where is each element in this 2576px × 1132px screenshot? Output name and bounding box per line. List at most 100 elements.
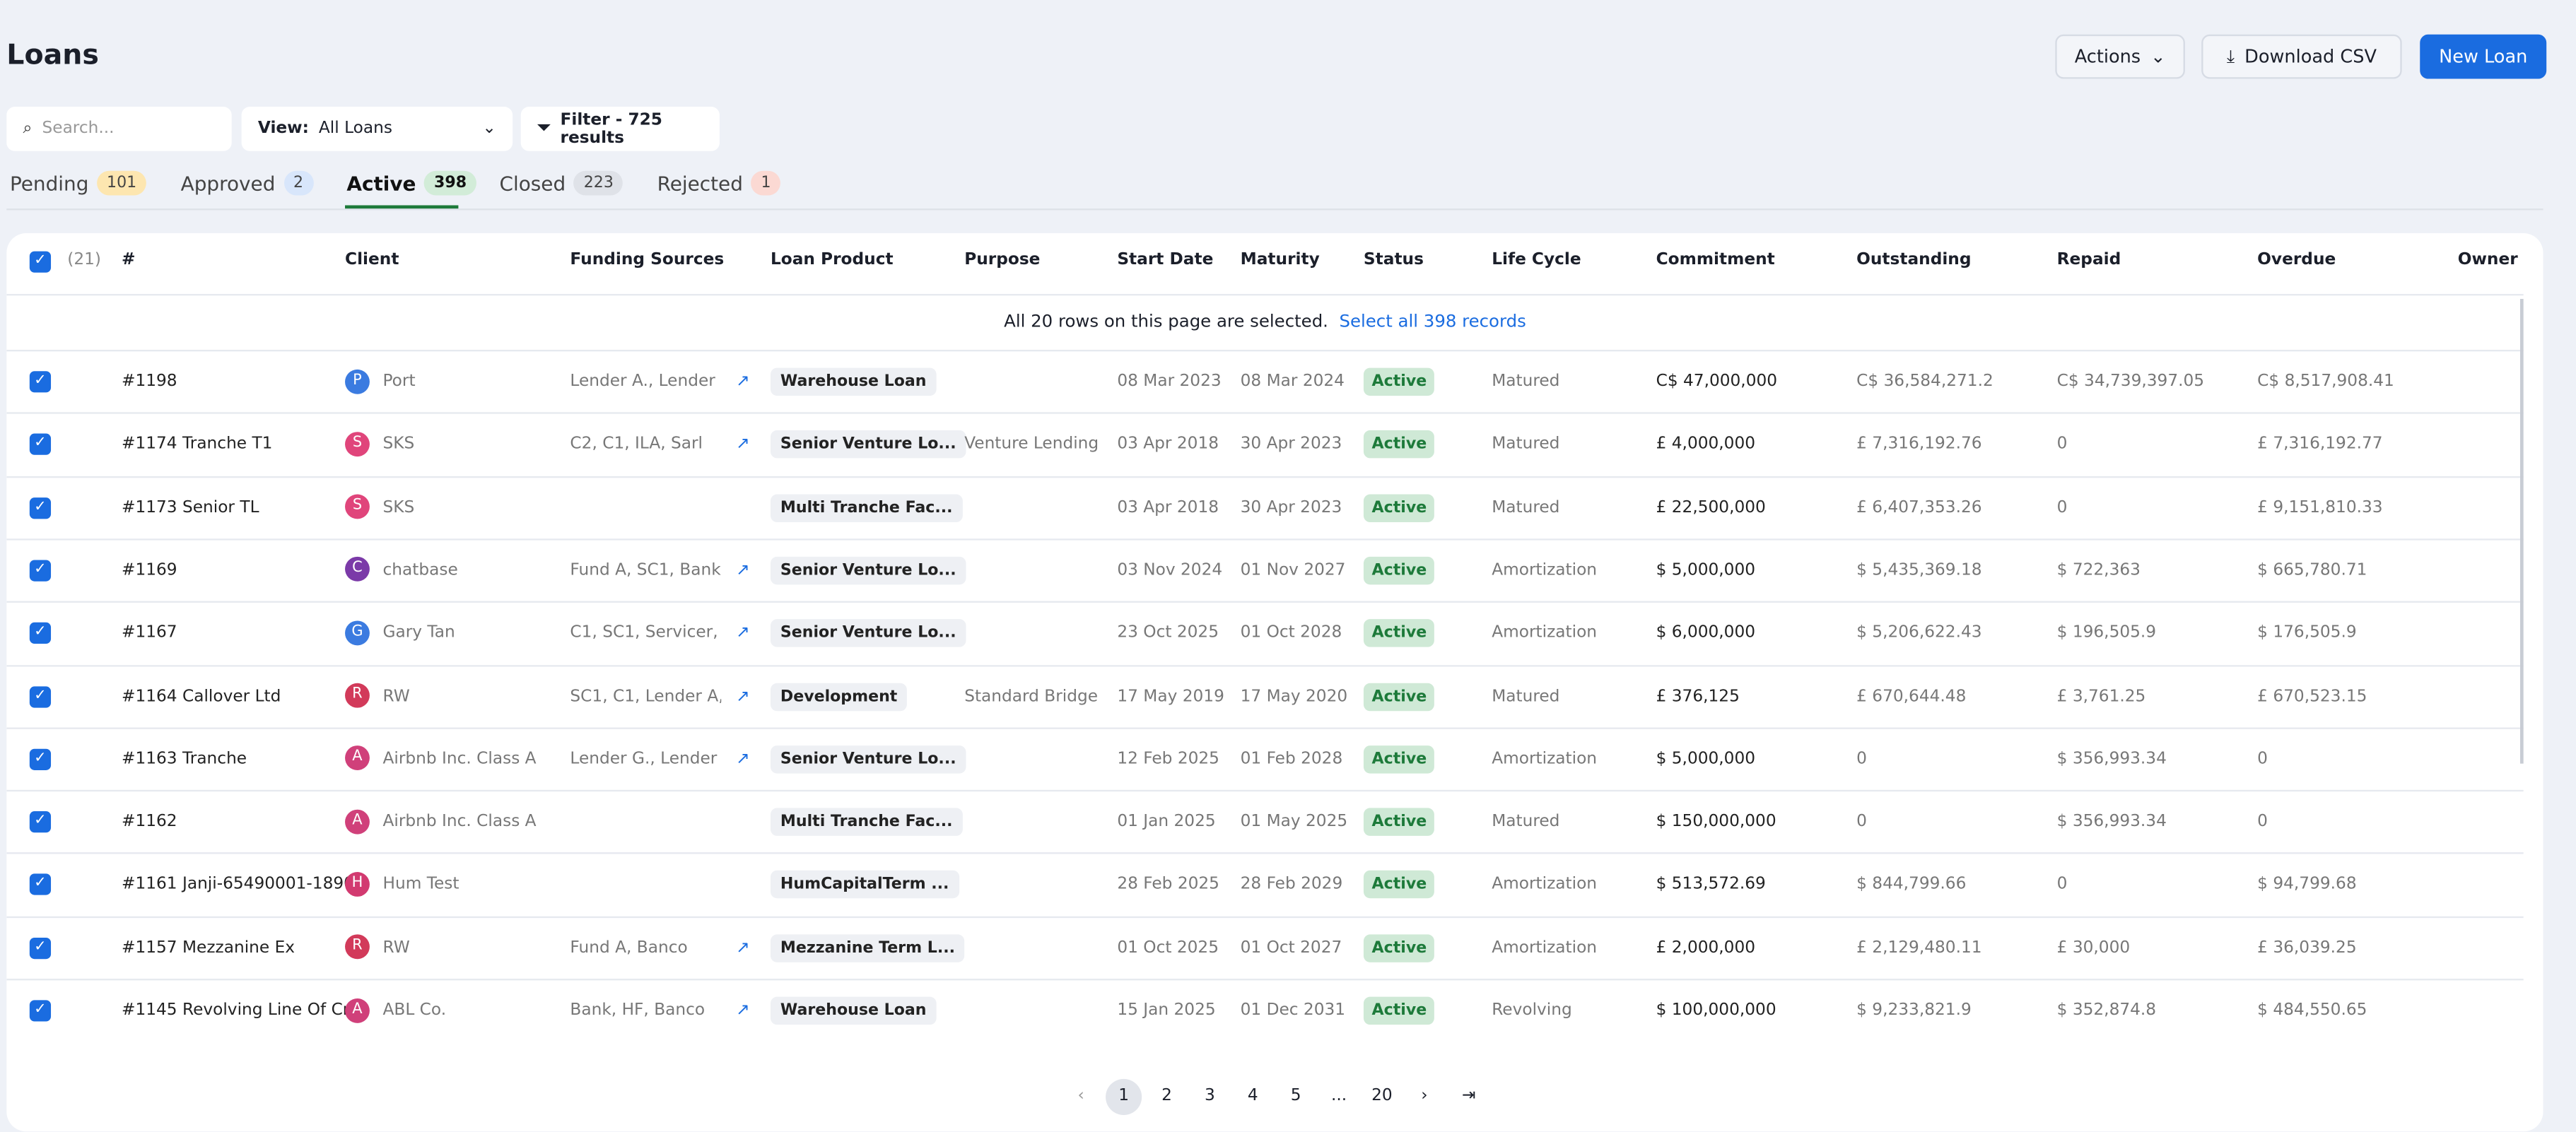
- outstanding: £ 670,644.48: [1856, 687, 1967, 706]
- life-cycle: Amortization: [1492, 875, 1598, 895]
- link-icon: ↗: [736, 372, 750, 391]
- page-link[interactable]: ...: [1330, 1087, 1347, 1106]
- life-cycle: Matured: [1492, 435, 1560, 454]
- new-loan-button[interactable]: New Loan: [2420, 34, 2547, 79]
- status-badge: Active: [1363, 430, 1435, 459]
- status: Active: [1363, 603, 1435, 665]
- start-date: 03 Apr 2018: [1117, 498, 1219, 517]
- status-badge: Active: [1363, 871, 1435, 900]
- client: P Port: [345, 351, 416, 413]
- overdue: £ 7,316,192.77: [2257, 435, 2383, 454]
- status: Active: [1363, 791, 1435, 854]
- purpose: Venture Lending: [964, 435, 1099, 454]
- loan-id: #1198: [121, 372, 177, 391]
- funding-sources: C2, C1, ILA, Sarl: [570, 435, 703, 454]
- tab-label: Closed: [499, 171, 566, 195]
- tab-count: 1: [751, 170, 781, 196]
- scrollbar: [2520, 298, 2524, 764]
- funding-sources: SC1, C1, Lender A, H...: [570, 687, 721, 706]
- row-checkbox[interactable]: ✓: [29, 434, 52, 456]
- tab[interactable]: Closed 223: [499, 170, 623, 196]
- tab[interactable]: Pending 101: [10, 170, 147, 196]
- row-checkbox[interactable]: ✓: [29, 623, 52, 644]
- download-label: Download CSV: [2244, 46, 2377, 68]
- last-page[interactable]: ⇥: [1461, 1087, 1476, 1106]
- loan-id: #1174 Tranche T1: [121, 435, 273, 454]
- page-link[interactable]: 1: [1106, 1078, 1142, 1115]
- status-badge: Active: [1363, 556, 1435, 585]
- repaid: 0: [2056, 435, 2068, 454]
- start-date: 28 Feb 2025: [1117, 875, 1219, 895]
- loan-product: Development: [770, 666, 908, 728]
- repaid: £ 3,761.25: [2056, 687, 2146, 706]
- product-tag: Multi Tranche Fac...: [770, 493, 963, 522]
- client: A Airbnb Inc. Class A: [345, 729, 537, 791]
- row-checkbox[interactable]: ✓: [29, 811, 52, 833]
- status-badge: Active: [1363, 367, 1435, 396]
- row-checkbox[interactable]: ✓: [29, 748, 52, 770]
- loan-id: #1161 Janji-65490001-1890: [121, 875, 354, 895]
- loan-product: Mezzanine Term L...: [770, 917, 965, 979]
- chevron: ⌄: [2150, 46, 2166, 68]
- tabs-divider: [6, 208, 2543, 211]
- life-cycle: Matured: [1492, 687, 1560, 706]
- commitment: $ 6,000,000: [1656, 624, 1756, 643]
- view-select[interactable]: View: All Loans ⌄: [241, 107, 513, 151]
- search-input[interactable]: ⌕ Search...: [6, 107, 232, 151]
- select-all-link[interactable]: Select all 398 records: [1339, 312, 1526, 332]
- client-avatar: G: [345, 620, 370, 645]
- row-checkbox[interactable]: ✓: [29, 560, 52, 582]
- page-link[interactable]: 4: [1247, 1087, 1258, 1106]
- row-checkbox[interactable]: ✓: [29, 937, 52, 959]
- filter-button[interactable]: ⏷ Filter - 725 results: [520, 107, 720, 151]
- table-row: ✓ #1145 Revolving Line Of Cr... A ABL Co. Ba…: [6, 979, 2524, 1043]
- page-link[interactable]: 3: [1204, 1087, 1215, 1106]
- row-checkbox[interactable]: ✓: [29, 371, 52, 393]
- commitment: £ 22,500,000: [1656, 498, 1766, 517]
- loan-product: Senior Venture Lo...: [770, 603, 966, 665]
- loan-product: HumCapitalTerm ...: [770, 854, 959, 916]
- row-checkbox[interactable]: ✓: [29, 497, 52, 519]
- status: Active: [1363, 414, 1435, 476]
- client-avatar: C: [345, 557, 370, 582]
- search-icon: ⌕: [23, 119, 33, 138]
- outstanding: C$ 36,584,271.2: [1856, 372, 1994, 391]
- maturity: 01 Feb 2028: [1240, 750, 1343, 769]
- client-name: chatbase: [382, 561, 458, 580]
- tab[interactable]: Active 398: [346, 170, 477, 196]
- tab[interactable]: Approved 2: [181, 170, 313, 196]
- product-tag: Mezzanine Term L...: [770, 933, 965, 962]
- row-checkbox[interactable]: ✓: [29, 685, 52, 707]
- status: Active: [1363, 540, 1435, 602]
- tab-label: Active: [346, 171, 416, 195]
- product-tag: Senior Venture Lo...: [770, 556, 966, 585]
- prev-page[interactable]: ‹: [1077, 1087, 1084, 1106]
- page-link[interactable]: 20: [1371, 1087, 1393, 1106]
- commitment: $ 5,000,000: [1656, 750, 1756, 769]
- page-link[interactable]: 2: [1161, 1087, 1172, 1106]
- actions-button[interactable]: Actions ⌄: [2055, 34, 2185, 79]
- tab[interactable]: Rejected 1: [657, 170, 781, 196]
- table-row: ✓ #1164 Callover Ltd R RW SC1, C1, Lender A,…: [6, 664, 2524, 729]
- maturity: 01 Nov 2027: [1240, 561, 1346, 580]
- status-badge: Active: [1363, 745, 1435, 774]
- funding-sources: Fund A, Banco: [570, 938, 688, 957]
- download-button[interactable]: ⤓ Download CSV: [2201, 34, 2402, 79]
- repaid: C$ 34,739,397.05: [2056, 372, 2205, 391]
- tab-count: 398: [424, 170, 477, 196]
- row-checkbox[interactable]: ✓: [29, 874, 52, 896]
- repaid: 0: [2056, 498, 2068, 517]
- column-header: #: [121, 251, 136, 270]
- select-all-checkbox[interactable]: ✓: [29, 251, 52, 273]
- repaid: $ 356,993.34: [2056, 813, 2167, 832]
- product-tag: Senior Venture Lo...: [770, 430, 966, 459]
- funding-sources: C1, SC1, Servicer, Hy...: [570, 624, 721, 643]
- table-row: ✓ #1174 Tranche T1 S SKS C2, C1, ILA, Sarl ↗ S…: [6, 413, 2524, 477]
- page-link[interactable]: 5: [1290, 1087, 1301, 1106]
- row-checkbox[interactable]: ✓: [29, 1000, 52, 1022]
- next-page[interactable]: ›: [1421, 1087, 1428, 1106]
- start-date: 01 Jan 2025: [1117, 813, 1216, 832]
- column-header: Owner: [2457, 251, 2518, 270]
- active-tab-indicator: [345, 205, 459, 209]
